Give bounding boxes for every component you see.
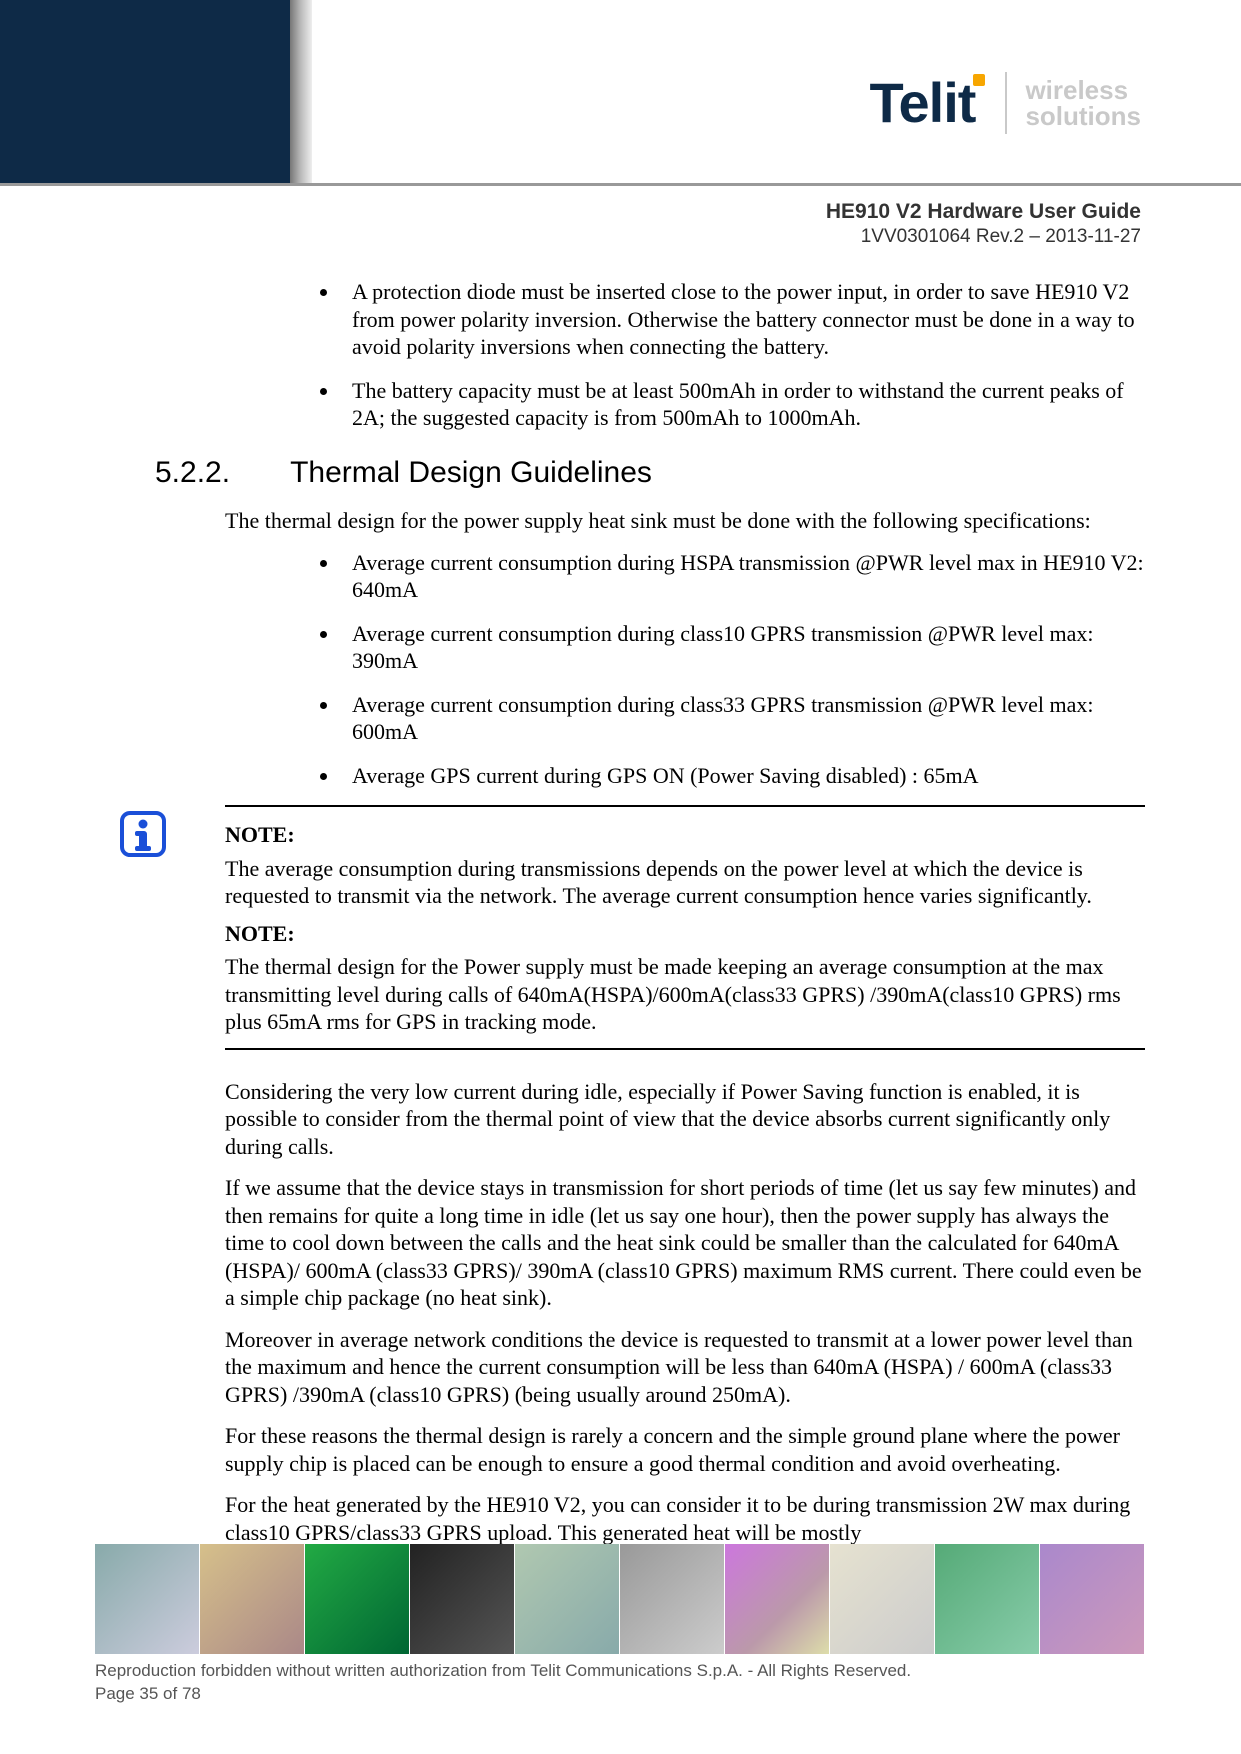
footer-page-number: Page 35 of 78 — [95, 1683, 911, 1706]
body-para-4: For these reasons the thermal design is … — [225, 1422, 1145, 1477]
thermal-bullet-1: Average current consumption during HSPA … — [340, 549, 1145, 604]
section-heading: 5.2.2. Thermal Design Guidelines — [155, 454, 1145, 492]
note-label-2: NOTE: — [225, 920, 1145, 948]
thermal-intro: The thermal design for the power supply … — [225, 507, 1145, 535]
section-number: 5.2.2. — [155, 454, 230, 492]
document-meta: HE910 V2 Hardware User Guide 1VV0301064 … — [826, 200, 1141, 248]
body-para-1: Considering the very low current during … — [225, 1078, 1145, 1161]
footer-thumb — [830, 1544, 935, 1654]
logo-area: Telit wireless solutions — [869, 70, 1141, 135]
logo-divider — [1005, 72, 1007, 134]
footer-image-strip — [95, 1544, 1145, 1654]
header-blue-block — [0, 0, 290, 185]
body-para-3: Moreover in average network conditions t… — [225, 1326, 1145, 1409]
note-box: NOTE: The average consumption during tra… — [225, 805, 1145, 1050]
thermal-bullet-3: Average current consumption during class… — [340, 691, 1145, 746]
intro-bullet-list: A protection diode must be inserted clos… — [225, 278, 1145, 432]
footer-thumb — [515, 1544, 620, 1654]
footer-copyright: Reproduction forbidden without written a… — [95, 1660, 911, 1683]
thermal-bullet-list: Average current consumption during HSPA … — [225, 549, 1145, 790]
footer-thumb — [200, 1544, 305, 1654]
document-title: HE910 V2 Hardware User Guide — [826, 200, 1141, 224]
tagline-line-1: wireless — [1025, 77, 1141, 103]
info-icon — [120, 811, 166, 857]
thermal-bullet-2: Average current consumption during class… — [340, 620, 1145, 675]
note-text-1: The average consumption during transmiss… — [225, 855, 1145, 910]
thermal-bullet-4: Average GPS current during GPS ON (Power… — [340, 762, 1145, 790]
body-para-2: If we assume that the device stays in tr… — [225, 1174, 1145, 1312]
note-text-2: The thermal design for the Power supply … — [225, 953, 1145, 1036]
footer-thumb — [935, 1544, 1040, 1654]
page-content: A protection diode must be inserted clos… — [225, 270, 1145, 1560]
document-revision: 1VV0301064 Rev.2 – 2013-11-27 — [826, 226, 1141, 248]
logo-dot-icon — [973, 74, 985, 86]
footer-thumb — [305, 1544, 410, 1654]
section-title: Thermal Design Guidelines — [290, 454, 652, 492]
header-shadow — [290, 0, 312, 185]
footer-thumb — [410, 1544, 515, 1654]
logo-text: Telit — [869, 70, 987, 135]
footer-thumb — [725, 1544, 830, 1654]
intro-bullet-2: The battery capacity must be at least 50… — [340, 377, 1145, 432]
footer-thumb — [95, 1544, 200, 1654]
intro-bullet-1: A protection diode must be inserted clos… — [340, 278, 1145, 361]
footer-text: Reproduction forbidden without written a… — [95, 1660, 911, 1706]
logo-tagline: wireless solutions — [1025, 77, 1141, 129]
header-underline — [0, 183, 1241, 186]
body-para-5: For the heat generated by the HE910 V2, … — [225, 1491, 1145, 1546]
page-header: Telit wireless solutions — [0, 0, 1241, 185]
tagline-line-2: solutions — [1025, 103, 1141, 129]
footer-thumb — [620, 1544, 725, 1654]
note-label-1: NOTE: — [225, 821, 1145, 849]
footer-thumb — [1040, 1544, 1145, 1654]
